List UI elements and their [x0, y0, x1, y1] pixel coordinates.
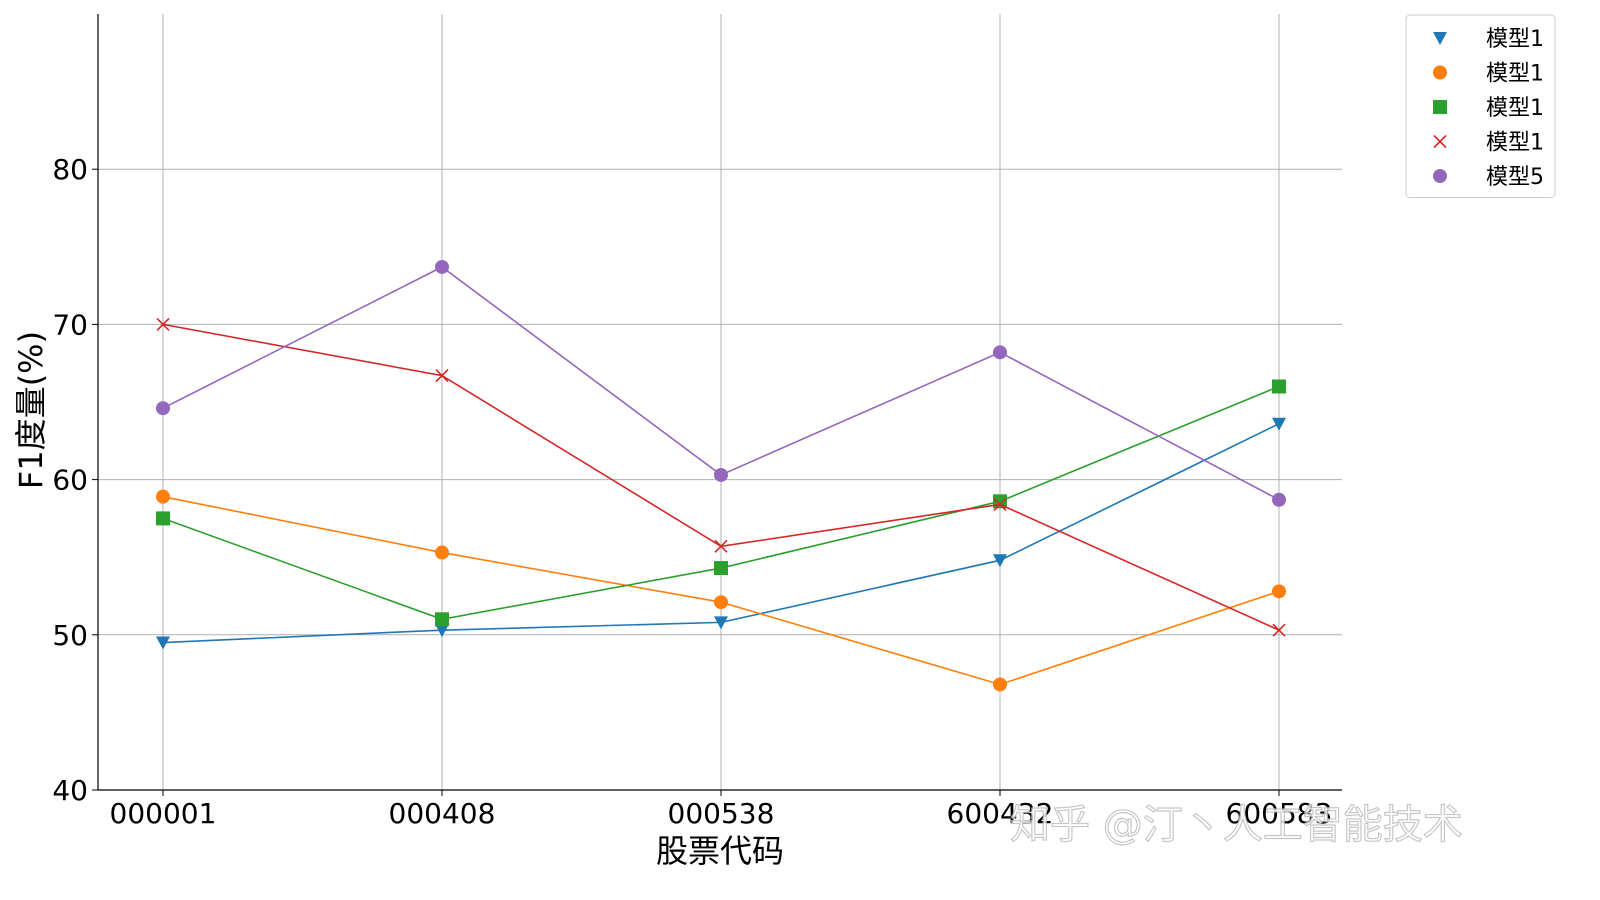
- data-point: [156, 317, 170, 331]
- data-point: [435, 545, 449, 560]
- data-point: [156, 401, 170, 416]
- legend-label: 模型5: [1486, 165, 1544, 190]
- y-tick-label: 40: [52, 774, 88, 807]
- y-axis-label: F1度量(%): [12, 331, 50, 489]
- x-marker-stroke: [1433, 134, 1447, 149]
- data-point: [156, 636, 170, 650]
- data-point: [993, 497, 1007, 511]
- x-marker-stroke: [435, 369, 449, 383]
- legend-marker: [1433, 169, 1447, 183]
- legend-box: [1405, 14, 1556, 198]
- data-point: [993, 554, 1007, 568]
- x-tick-label: 000538: [668, 797, 775, 830]
- x-marker-stroke: [1272, 623, 1286, 637]
- x-tick-label: 600583: [1226, 797, 1333, 830]
- data-point: [714, 561, 728, 576]
- legend-entry: 模型5: [1433, 165, 1544, 190]
- x-axis-label: 股票代码: [656, 832, 784, 870]
- series-4: [156, 317, 1286, 637]
- legend-marker: [1433, 134, 1447, 149]
- y-tick-labels: 40 50 60 70 80: [52, 153, 88, 807]
- data-point: [156, 489, 170, 504]
- x-tick-labels: 000001 000408 000538 600432 600583: [110, 797, 1333, 830]
- y-tick-label: 80: [52, 153, 88, 186]
- x-marker-stroke: [156, 317, 170, 331]
- x-marker-stroke: [993, 497, 1007, 511]
- data-point: [156, 511, 170, 526]
- data-point: [1272, 417, 1286, 431]
- legend-label: 模型1: [1486, 131, 1544, 156]
- x-tick-label: 000408: [389, 797, 496, 830]
- legend-label: 模型1: [1486, 27, 1544, 52]
- data-point: [714, 539, 728, 553]
- x-marker-stroke: [714, 539, 728, 553]
- series-1: [156, 417, 1286, 650]
- axes: [92, 14, 1342, 796]
- series-layer: [156, 259, 1286, 692]
- x-tick-label: 000001: [110, 797, 217, 830]
- legend-entry: 模型1: [1433, 27, 1544, 52]
- grid-lines: [98, 14, 1342, 791]
- y-tick-label: 60: [52, 464, 88, 497]
- data-point: [993, 677, 1007, 692]
- legend: 模型1 模型1 模型1 模型1 模型5: [1405, 14, 1556, 198]
- legend-marker: [1433, 65, 1447, 80]
- series-5: [156, 259, 1286, 507]
- legend-entry: 模型1: [1433, 96, 1544, 121]
- data-point: [714, 595, 728, 610]
- legend-entry: 模型1: [1433, 62, 1544, 87]
- data-point: [435, 612, 449, 627]
- series-2: [156, 489, 1286, 692]
- data-point: [435, 624, 449, 638]
- y-tick-label: 70: [52, 308, 88, 341]
- x-tick-label: 600432: [947, 797, 1054, 830]
- data-point: [1272, 584, 1286, 599]
- data-point: [1272, 623, 1286, 637]
- data-point: [435, 369, 449, 383]
- data-point: [714, 616, 728, 630]
- data-point: [1272, 492, 1286, 507]
- watermark: 知乎 @汀丶人工智能技术: [1010, 802, 1463, 848]
- data-point: [714, 467, 728, 482]
- data-point: [435, 259, 449, 274]
- legend-marker: [1433, 100, 1447, 114]
- data-point: [993, 345, 1007, 360]
- data-point: [1272, 379, 1286, 394]
- legend-entry: 模型1: [1433, 131, 1544, 156]
- y-tick-label: 50: [52, 619, 88, 652]
- legend-label: 模型1: [1486, 96, 1544, 121]
- legend-marker: [1433, 32, 1447, 45]
- legend-label: 模型1: [1486, 62, 1544, 87]
